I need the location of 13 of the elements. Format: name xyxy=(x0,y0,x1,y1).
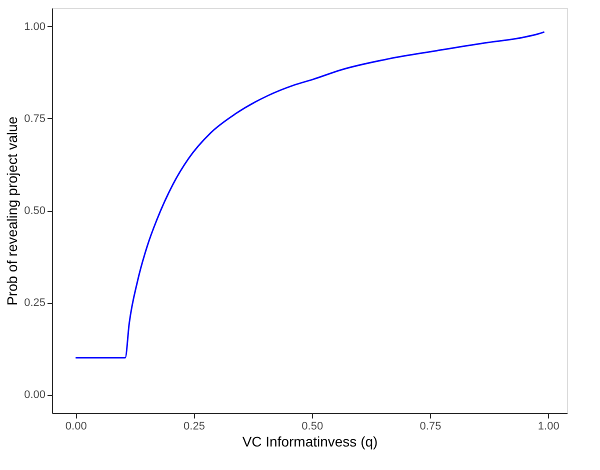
x-tick-label: 0.75 xyxy=(420,420,442,432)
y-axis-title: Prob of revealing project value xyxy=(4,116,20,306)
y-tick-label: 0.50 xyxy=(24,205,46,217)
x-tick-label: 0.25 xyxy=(184,420,205,432)
y-tick-label: 0.00 xyxy=(24,389,46,402)
x-tick-label: 0.50 xyxy=(302,420,324,432)
x-axis-title: VC Informatinvess (q) xyxy=(242,434,378,450)
x-tick-label: 0.00 xyxy=(65,420,87,432)
x-tick-label: 1.00 xyxy=(538,420,560,432)
y-tick-label: 1.00 xyxy=(24,20,46,33)
line-series xyxy=(74,31,546,359)
y-tick-label: 0.25 xyxy=(24,297,46,310)
y-tick-label: 0.75 xyxy=(24,112,46,125)
